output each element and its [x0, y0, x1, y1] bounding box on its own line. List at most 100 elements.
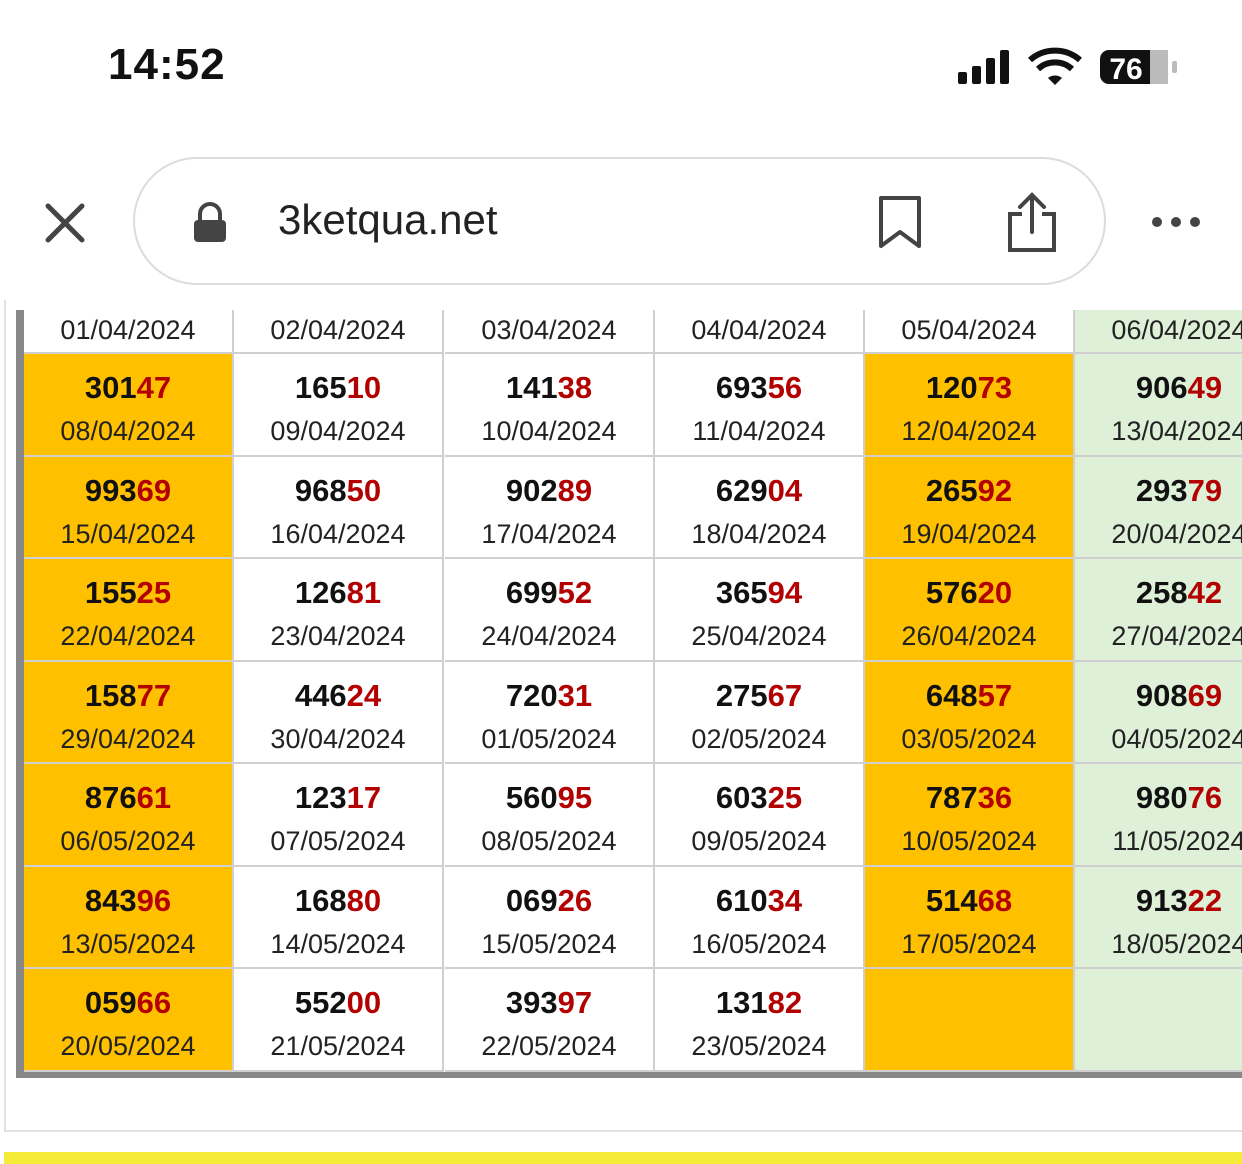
result-date: 16/05/2024: [691, 928, 827, 959]
table-cell: [1075, 969, 1242, 1072]
result-number: 62904: [715, 472, 803, 508]
result-number: 61034: [715, 882, 803, 918]
table-cell: 29379 20/04/2024: [1075, 456, 1242, 559]
result-number: 51468: [925, 882, 1013, 918]
result-date: 23/04/2024: [270, 621, 406, 651]
table-cell: 01/04/2024: [24, 310, 234, 354]
result-date: 16/04/2024: [270, 518, 406, 549]
table-cell: 12073 12/04/2024: [865, 354, 1075, 457]
table-cell: 13182 23/05/2024: [655, 969, 865, 1072]
result-date: 08/04/2024: [60, 416, 196, 446]
result-number: 90649: [1135, 370, 1223, 405]
result-date: 09/05/2024: [691, 826, 827, 856]
table-cell: 06/04/2024: [1075, 310, 1242, 354]
table-cell: 05/04/2024: [865, 310, 1075, 354]
table-cell: 15877 29/04/2024: [24, 661, 234, 764]
table-cell: 30147 08/04/2024: [24, 354, 234, 457]
table-cell: 99369 15/04/2024: [24, 456, 234, 559]
result-date: 17/04/2024: [481, 518, 617, 549]
result-date: 03/05/2024: [901, 723, 1037, 754]
table-cell: 06926 15/05/2024: [445, 866, 655, 969]
table-cell: 90289 17/04/2024: [445, 456, 655, 559]
result-date: 23/05/2024: [691, 1031, 827, 1061]
bookmark-button[interactable]: [876, 194, 926, 252]
result-date: 10/04/2024: [481, 416, 617, 446]
result-date: 09/04/2024: [270, 416, 406, 446]
result-date: 25/04/2024: [691, 621, 827, 651]
status-time: 14:52: [108, 40, 226, 89]
result-number: 96850: [294, 472, 382, 508]
result-number: 12681: [294, 575, 382, 610]
table-cell: 05966 20/05/2024: [24, 969, 234, 1072]
table-cell: [865, 969, 1075, 1072]
table-cell: 04/04/2024: [655, 310, 865, 354]
share-button[interactable]: [1004, 192, 1060, 254]
result-number: 57620: [925, 575, 1013, 610]
result-number: 12317: [294, 780, 382, 815]
result-number: 14138: [505, 370, 593, 405]
result-date: 07/05/2024: [270, 826, 406, 856]
result-date: 22/04/2024: [60, 621, 196, 651]
result-number: 84396: [84, 882, 172, 918]
result-date: 18/04/2024: [691, 518, 827, 549]
table-cell: 15525 22/04/2024: [24, 559, 234, 662]
result-number: 26592: [925, 472, 1013, 508]
result-number: 29379: [1135, 472, 1223, 508]
result-date: 22/05/2024: [481, 1031, 617, 1061]
result-number: 69356: [715, 370, 803, 405]
result-date: 04/05/2024: [1111, 723, 1242, 754]
result-number: 90869: [1135, 677, 1223, 713]
lock-icon: [194, 202, 226, 242]
table-cell: 36594 25/04/2024: [655, 559, 865, 662]
result-number: 15877: [84, 677, 172, 713]
yellow-banner: [4, 1152, 1242, 1164]
result-number: 60325: [715, 780, 803, 815]
result-date: 04/04/2024: [691, 315, 827, 345]
table-cell: 69952 24/04/2024: [445, 559, 655, 662]
result-date: 02/05/2024: [691, 723, 827, 754]
more-button[interactable]: [1148, 212, 1208, 232]
result-number: 91322: [1135, 882, 1223, 918]
result-date: 30/04/2024: [270, 723, 406, 754]
table-cell: 87661 06/05/2024: [24, 764, 234, 867]
result-date: 06/04/2024: [1111, 315, 1242, 345]
result-number: 36594: [715, 575, 803, 610]
result-number: 25842: [1135, 575, 1223, 610]
table-cell: 61034 16/05/2024: [655, 866, 865, 969]
result-date: 01/04/2024: [60, 315, 196, 345]
table-cell: 03/04/2024: [445, 310, 655, 354]
url-text[interactable]: 3ketqua.net: [278, 196, 498, 243]
result-date: 20/04/2024: [1111, 518, 1242, 549]
result-date: 05/04/2024: [901, 315, 1037, 345]
result-date: 11/04/2024: [692, 416, 826, 446]
table-cell: 84396 13/05/2024: [24, 866, 234, 969]
table-cell: 02/04/2024: [234, 310, 444, 354]
table-cell: 12681 23/04/2024: [234, 559, 444, 662]
result-date: 01/05/2024: [481, 723, 617, 754]
close-button[interactable]: [40, 198, 90, 248]
status-icons: 76: [958, 47, 1177, 86]
table-cell: 25842 27/04/2024: [1075, 559, 1242, 662]
content-frame: [4, 300, 1242, 1132]
result-date: 11/05/2024: [1112, 826, 1242, 856]
result-date: 15/04/2024: [60, 518, 196, 549]
table-cell: 39397 22/05/2024: [445, 969, 655, 1072]
result-date: 10/05/2024: [901, 826, 1037, 856]
table-cell: 44624 30/04/2024: [234, 661, 444, 764]
address-bar[interactable]: [133, 157, 1106, 285]
result-number: 05966: [84, 985, 172, 1020]
result-date: 02/04/2024: [270, 315, 406, 345]
table-cell: 56095 08/05/2024: [445, 764, 655, 867]
table-cell: 12317 07/05/2024: [234, 764, 444, 867]
table-cell: 57620 26/04/2024: [865, 559, 1075, 662]
result-number: 15525: [84, 575, 172, 610]
result-number: 98076: [1135, 780, 1223, 815]
result-date: 14/05/2024: [270, 928, 406, 959]
result-number: 27567: [715, 677, 803, 713]
result-number: 12073: [925, 370, 1013, 405]
result-number: 44624: [294, 677, 382, 713]
table-cell: 60325 09/05/2024: [655, 764, 865, 867]
result-date: 27/04/2024: [1111, 621, 1242, 651]
result-number: 72031: [505, 677, 593, 713]
